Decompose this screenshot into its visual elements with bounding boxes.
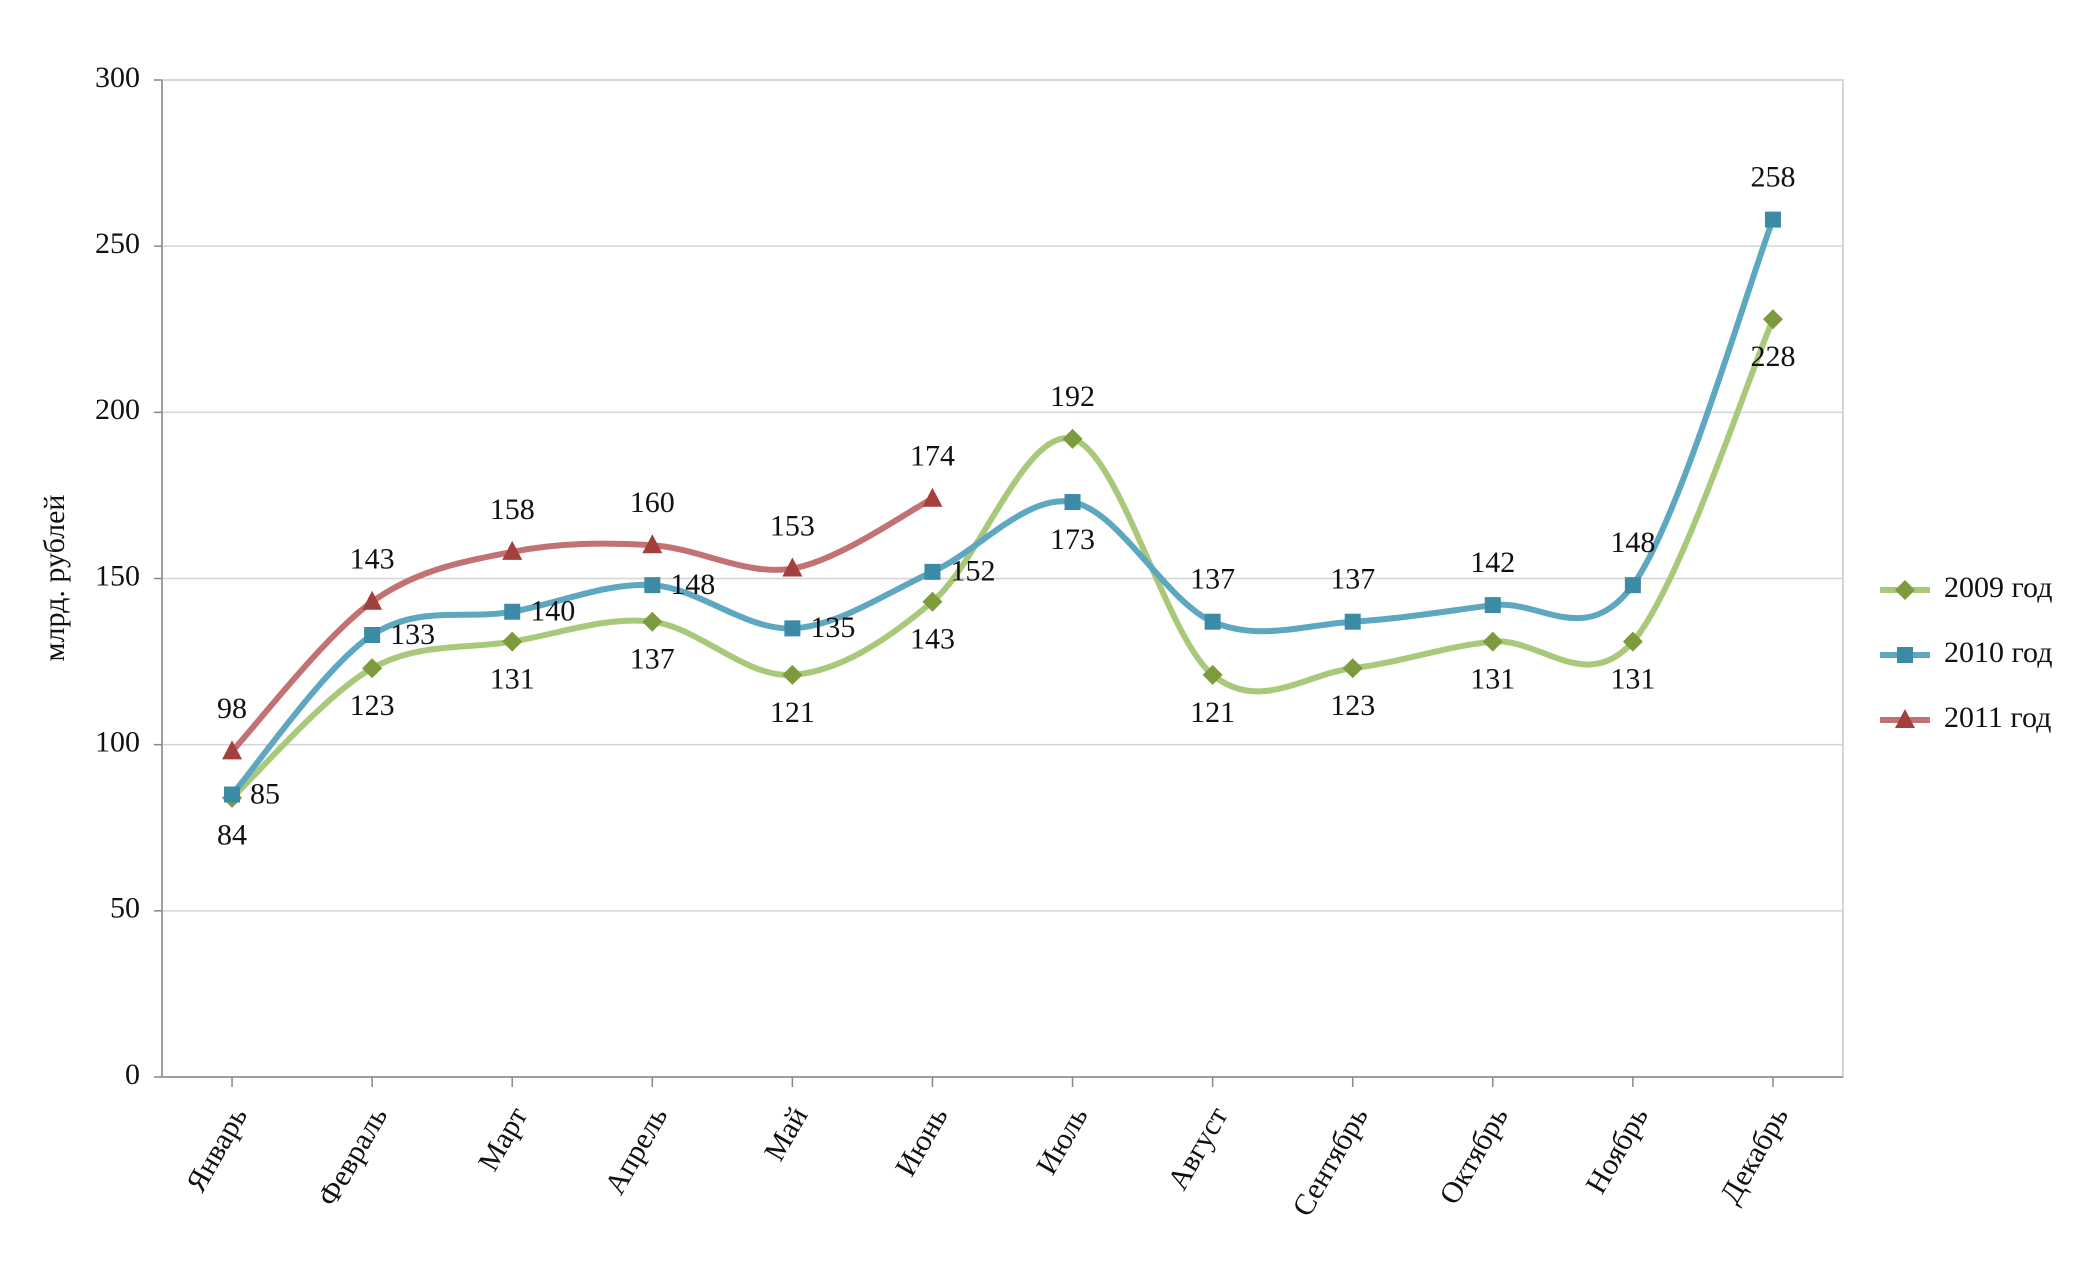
marker: [504, 603, 521, 620]
x-tick-label: Декабрь: [1714, 1101, 1795, 1209]
marker: [1764, 211, 1781, 228]
data-label: 148: [670, 568, 715, 601]
marker: [784, 620, 801, 637]
marker: [644, 577, 661, 594]
x-tick-label: Сентябрь: [1286, 1101, 1375, 1222]
marker: [1344, 613, 1361, 630]
data-label: 142: [1470, 546, 1515, 579]
data-label: 131: [1610, 663, 1655, 696]
marker: [1895, 709, 1915, 728]
data-label: 84: [217, 819, 247, 852]
data-label: 148: [1610, 526, 1655, 559]
x-tick-label: Апрель: [598, 1101, 674, 1200]
data-label: 160: [630, 486, 675, 519]
data-label: 137: [1190, 563, 1235, 596]
data-label: 143: [350, 543, 395, 576]
marker: [1624, 577, 1641, 594]
marker: [224, 786, 241, 803]
series-line: [229, 216, 1776, 798]
data-label: 131: [1470, 663, 1515, 696]
marker: [642, 611, 663, 632]
marker: [782, 557, 803, 577]
marker: [642, 534, 663, 554]
data-label: 137: [630, 643, 675, 676]
marker: [1897, 647, 1913, 663]
legend-label: 2010 год: [1944, 636, 2052, 669]
marker: [924, 563, 941, 580]
marker: [1622, 631, 1643, 652]
marker: [1895, 580, 1915, 600]
marker: [1064, 494, 1081, 511]
data-label: 174: [910, 440, 955, 473]
marker: [362, 590, 383, 610]
data-label: 228: [1750, 340, 1795, 373]
data-label: 123: [350, 689, 395, 722]
data-label: 137: [1330, 563, 1375, 596]
x-tick-label: Март: [472, 1101, 534, 1176]
data-label: 121: [1190, 696, 1235, 729]
data-label: 173: [1050, 523, 1095, 556]
data-label: 133: [390, 618, 435, 651]
marker: [922, 487, 943, 507]
y-tick-label: 200: [95, 393, 140, 426]
y-tick-label: 100: [95, 726, 140, 759]
marker: [1342, 658, 1363, 679]
data-label: 158: [490, 493, 535, 526]
data-label: 131: [490, 663, 535, 696]
x-tick-label: Январь: [180, 1101, 255, 1197]
data-label: 143: [910, 623, 955, 656]
data-label: 85: [250, 777, 280, 810]
data-label: 258: [1750, 160, 1795, 193]
marker: [922, 591, 943, 612]
x-tick-label: Февраль: [311, 1101, 394, 1211]
legend-label: 2011 год: [1944, 701, 2051, 734]
marker: [1762, 309, 1783, 330]
marker: [1484, 597, 1501, 614]
y-tick-label: 300: [95, 61, 140, 94]
marker: [782, 664, 803, 685]
marker: [362, 658, 383, 679]
y-tick-label: 0: [125, 1058, 140, 1091]
marker: [502, 540, 523, 560]
marker: [1202, 664, 1223, 685]
data-label: 98: [217, 692, 247, 725]
data-label: 153: [770, 509, 815, 542]
x-tick-label: Июнь: [889, 1101, 954, 1181]
series-line: [229, 495, 936, 755]
data-label: 192: [1050, 380, 1095, 413]
series-line: [229, 316, 1776, 801]
data-label: 135: [810, 611, 855, 644]
data-label: 152: [950, 555, 995, 588]
y-tick-label: 150: [95, 559, 140, 592]
y-tick-label: 50: [110, 892, 140, 925]
x-tick-label: Август: [1161, 1101, 1234, 1195]
y-tick-label: 250: [95, 227, 140, 260]
y-axis-label: млрд. рублей: [38, 495, 71, 662]
marker: [222, 740, 243, 760]
marker: [1204, 613, 1221, 630]
x-tick-label: Октябрь: [1433, 1101, 1515, 1210]
data-label: 123: [1330, 689, 1375, 722]
x-tick-label: Июль: [1030, 1101, 1095, 1180]
data-label: 121: [770, 696, 815, 729]
marker: [502, 631, 523, 652]
x-tick-label: Ноябрь: [1579, 1101, 1655, 1199]
data-label: 140: [530, 595, 575, 628]
marker: [1062, 428, 1083, 449]
x-tick-label: Май: [758, 1101, 815, 1166]
marker: [364, 626, 381, 643]
marker: [1482, 631, 1503, 652]
legend-label: 2009 год: [1944, 571, 2052, 604]
